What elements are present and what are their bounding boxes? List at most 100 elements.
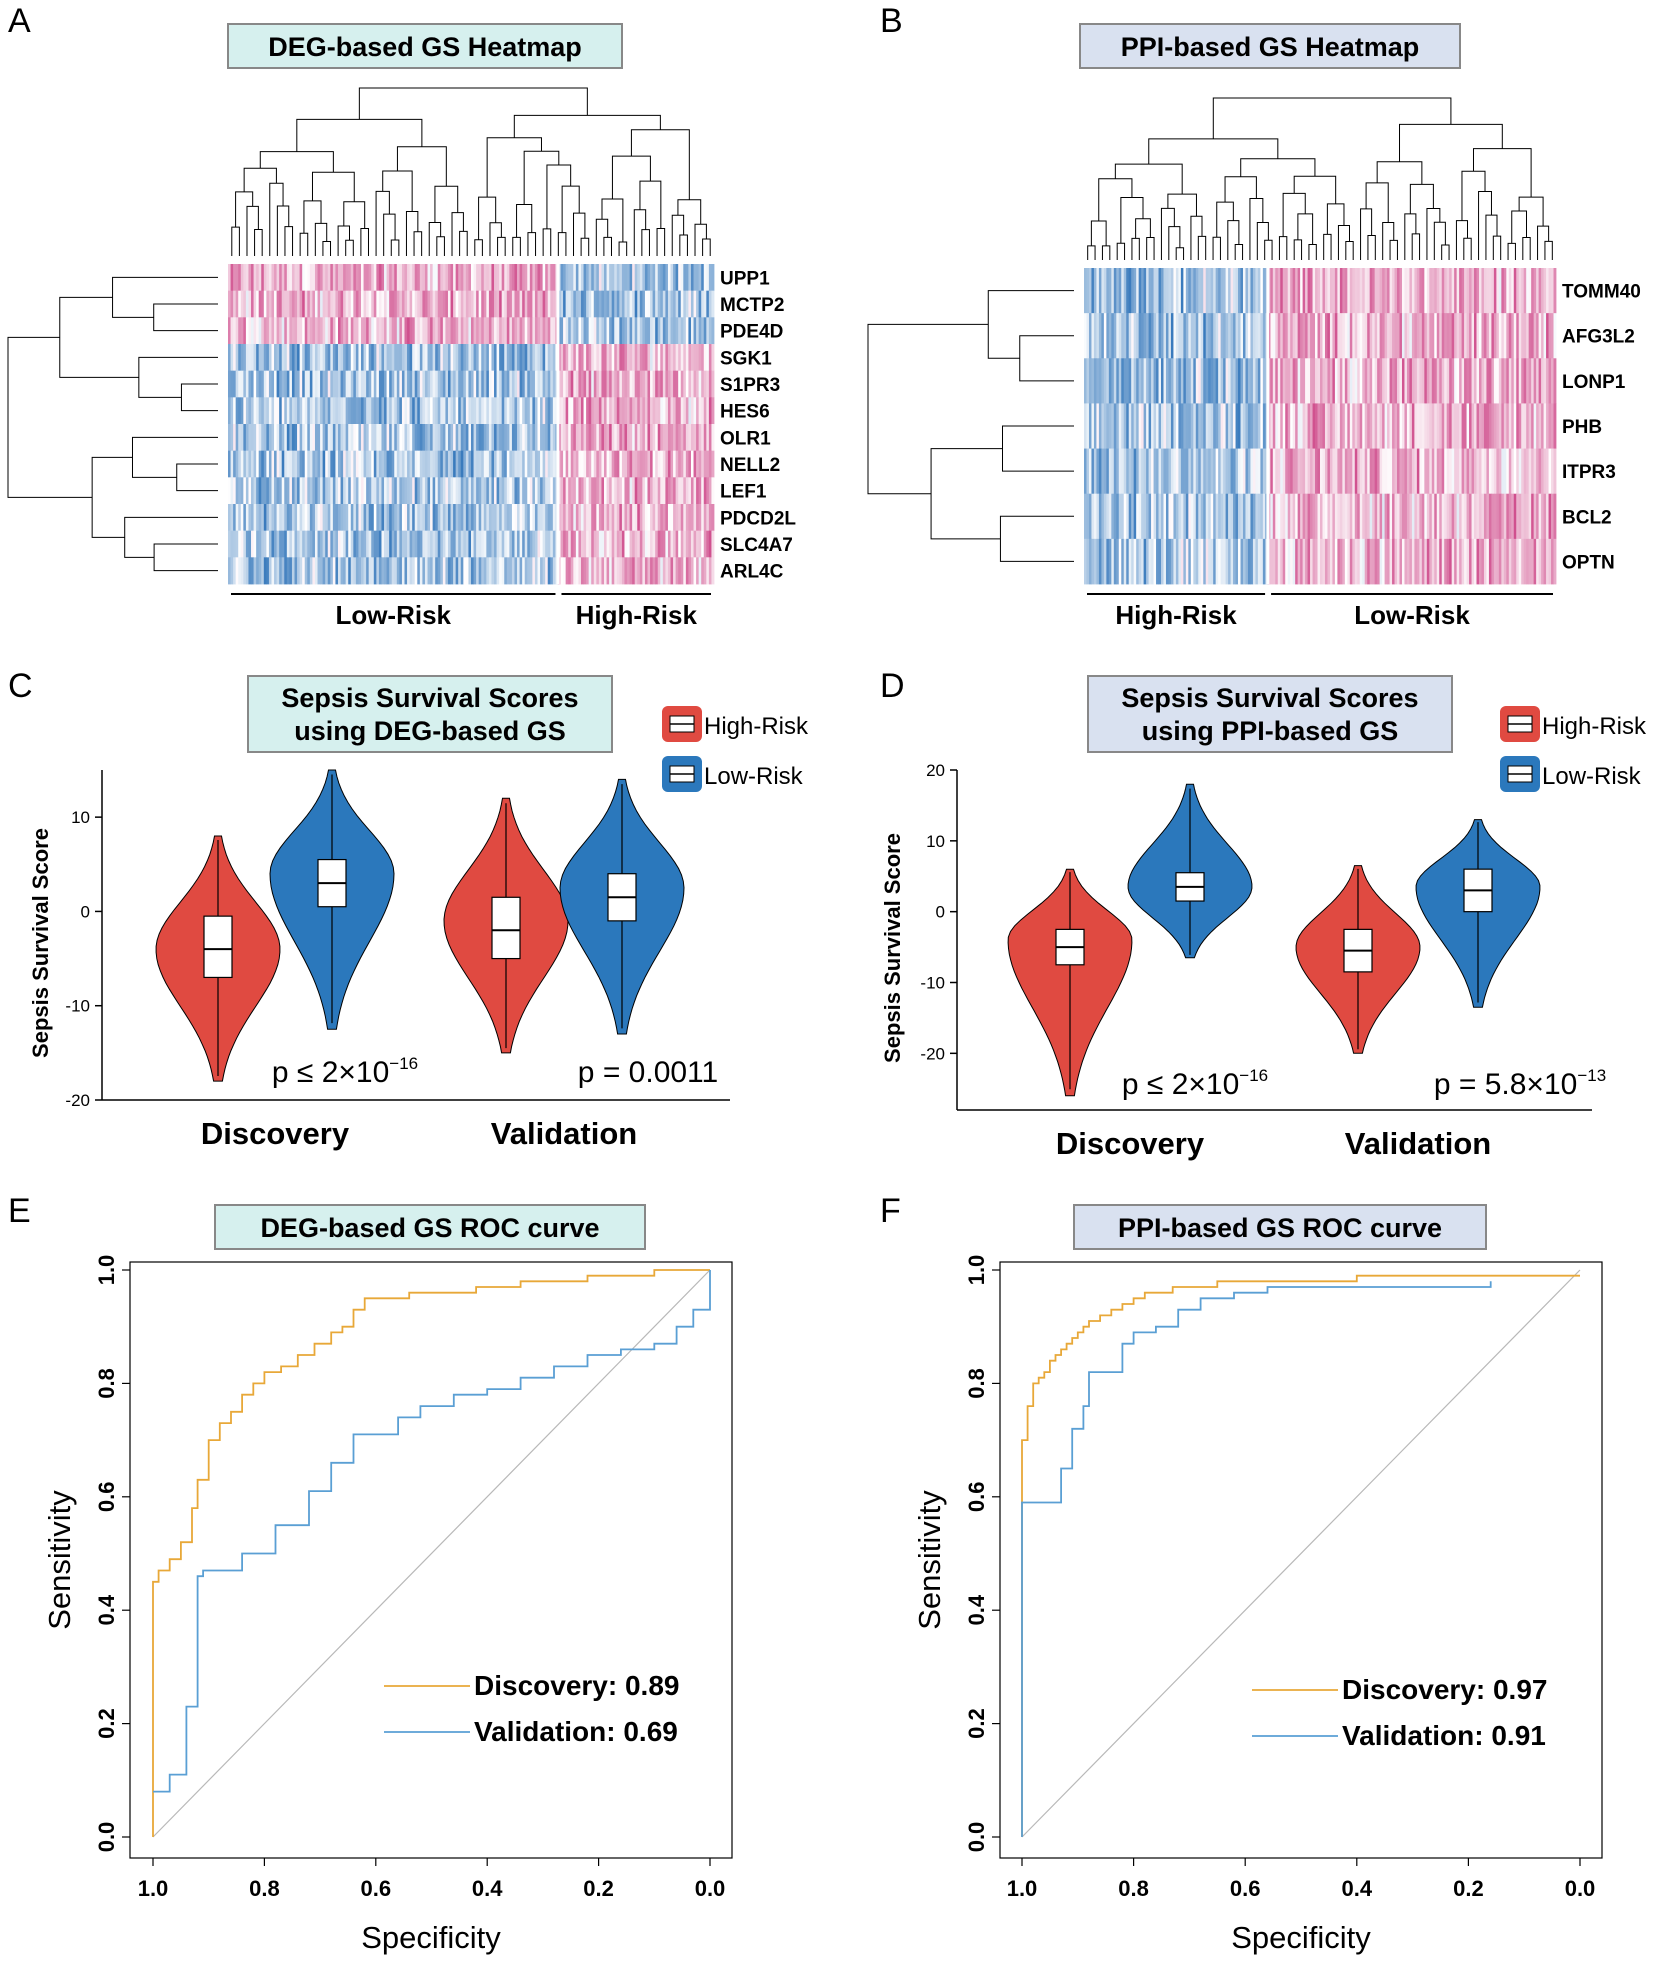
heatmap-cell [1506,268,1510,314]
roc-f-title: PPI-based GS ROC curve [1118,1213,1442,1243]
heatmap-cell [1170,448,1174,495]
x-tick-label: 0.2 [583,1876,614,1901]
heatmap-cell [368,344,372,372]
heatmap-cell [1262,268,1266,314]
heatmap-cell [279,317,283,345]
heatmap-cell [343,557,347,585]
heatmap-cell [468,477,472,505]
heatmap-cell [506,317,510,345]
dendrogram-branch [124,516,218,558]
heatmap-cell [483,477,487,505]
heatmap-cell [708,557,712,585]
heatmap-cell [685,317,689,345]
heatmap-cell [1277,268,1281,314]
heatmap-cell [1138,403,1142,449]
heatmap-cell [1233,358,1236,404]
heatmap-cell [483,370,487,398]
heatmap-cell [465,424,469,452]
heatmap-cell [1498,358,1502,404]
heatmap-cell [1138,313,1142,359]
heatmap-cell [1178,538,1182,585]
heatmap-cell [675,424,679,452]
heatmap-cell [506,344,510,372]
heatmap-cell [394,397,398,425]
heatmap-cell [1416,358,1420,404]
heatmap-cell [491,317,495,345]
heatmap-cell [1548,493,1552,540]
heatmap-cell [1091,268,1095,314]
heatmap-cell [1285,403,1289,449]
heatmap-cell [1136,538,1140,585]
heatmap-cell [696,424,700,452]
panel-c: Sepsis Survival Scores using DEG-based G… [28,675,809,1151]
heatmap-cell [1086,358,1090,404]
heatmap-cell [1369,313,1373,359]
heatmap-cell [245,264,249,292]
heatmap-cell [1317,313,1321,359]
heatmap-cell [481,424,485,452]
heatmap-cell [371,344,375,372]
dendrogram-branch [561,185,580,233]
heatmap-cell [1464,493,1467,540]
heatmap-cell [337,450,341,478]
heatmap-cell [363,450,367,478]
heatmap-cell [1454,313,1458,359]
heatmap-cell [693,397,697,425]
heatmap-cell [688,504,692,532]
heatmap-cell [680,264,684,292]
heatmap-cell [655,530,659,558]
heatmap-cell [1161,448,1164,495]
dendrogram-branch [671,214,685,256]
heatmap-cell [330,504,334,532]
heatmap-cell [1146,358,1149,404]
heatmap-cell [499,477,503,505]
heatmap-cell [230,344,234,372]
heatmap-cell [670,557,674,585]
heatmap-cell [228,317,231,345]
heatmap-cell [340,504,344,532]
heatmap-cell [647,397,651,425]
heatmap-cell [573,424,577,452]
heatmap-cell [1161,268,1164,314]
heatmap-cell [1441,403,1445,449]
heatmap-cell [1521,538,1525,585]
heatmap-cell [1506,403,1510,449]
heatmap-cell [565,530,569,558]
heatmap-cell [1491,493,1495,540]
heatmap-cell [537,290,541,318]
heatmap-cell [1305,358,1308,404]
heatmap-cell [708,450,712,478]
heatmap-cell [1247,493,1251,540]
heatmap-cell [274,344,277,372]
heatmap-cell [361,424,364,452]
heatmap-cell [665,397,669,425]
dendrogram-branch [1197,235,1207,260]
heatmap-cell [604,344,607,372]
heatmap-cell [284,397,288,425]
heatmap-cell [596,477,600,505]
heatmap-cell [1277,493,1281,540]
dendrogram-branch [176,463,218,492]
heatmap-cell [473,477,477,505]
heatmap-cell [690,370,694,398]
heatmap-cell [706,530,710,558]
heatmap-cell [583,264,587,292]
heatmap-cell [1533,313,1537,359]
heatmap-cell [243,317,247,345]
heatmap-cell [1416,448,1420,495]
heatmap-cell [509,557,513,585]
heatmap-cell [1389,493,1393,540]
heatmap-cell [251,370,254,398]
dendrogram-branch [1382,222,1395,260]
heatmap-cell [494,370,497,398]
panel-a: DEG-based GS Heatmap UPP1MCTP2PDE4DSGK1S… [7,23,796,630]
heatmap-cell [371,397,375,425]
dendrogram-branch [314,222,328,256]
heatmap-cell [1312,448,1316,495]
heatmap-cell [1513,448,1517,495]
heatmap-cell [593,504,597,532]
heatmap-cell [437,424,441,452]
heatmap-cell [1444,448,1448,495]
heatmap-cell [435,450,439,478]
heatmap-cell [1536,493,1540,540]
